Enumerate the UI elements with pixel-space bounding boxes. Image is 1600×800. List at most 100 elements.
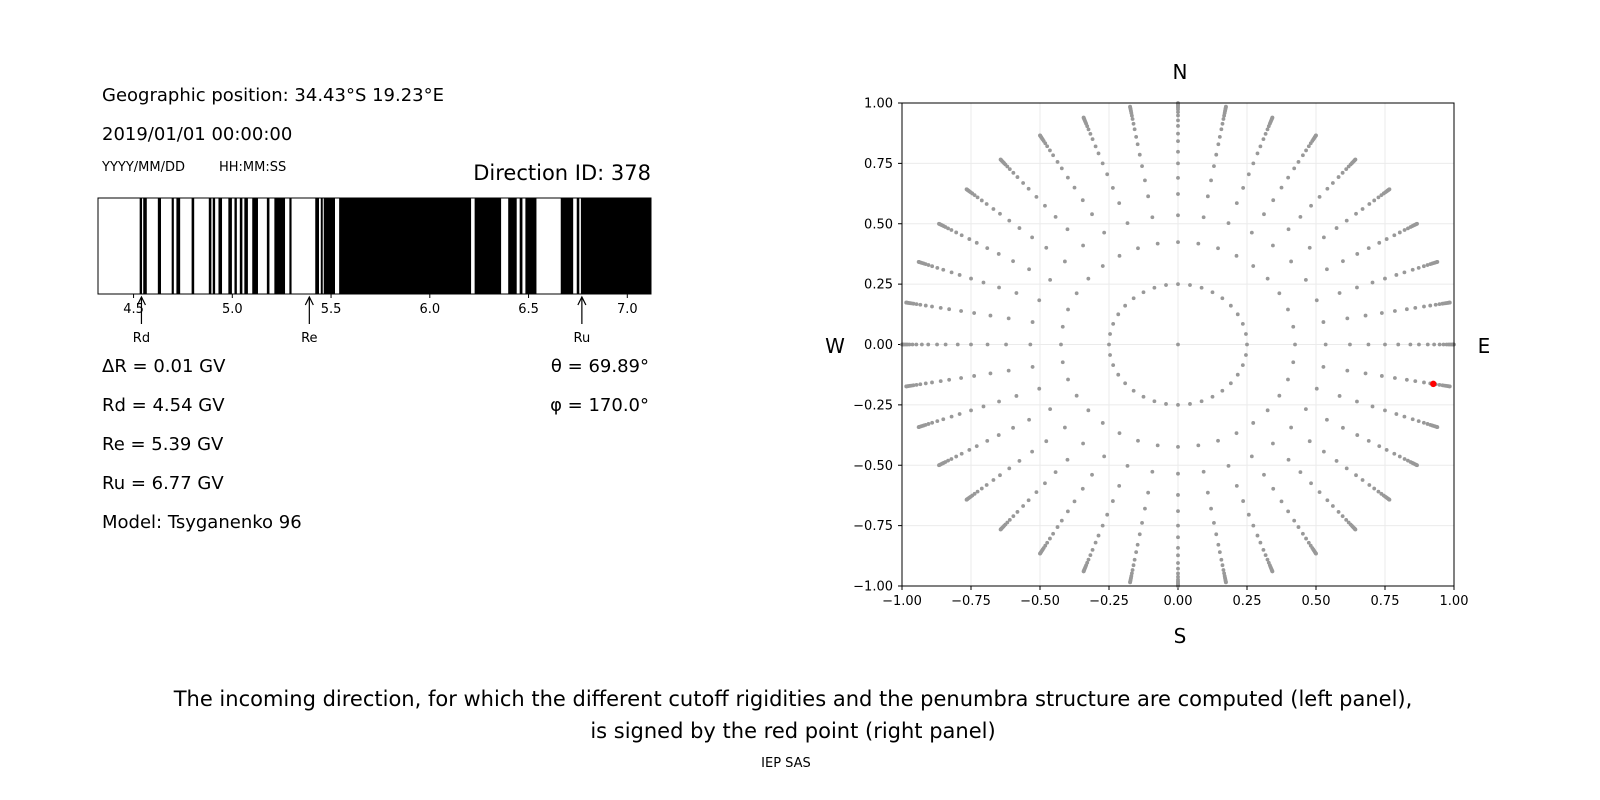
grid-point	[1053, 470, 1058, 475]
grid-point	[1176, 545, 1180, 550]
grid-point	[937, 221, 941, 226]
grid-point	[1060, 360, 1065, 365]
grid-point	[1017, 459, 1022, 463]
grid-point	[1360, 478, 1365, 482]
grid-point	[1314, 386, 1319, 391]
grid-point	[1323, 342, 1328, 347]
grid-point	[1337, 291, 1342, 295]
grid-point	[1258, 540, 1263, 545]
grid-point	[1066, 377, 1070, 382]
caption-line-2: is signed by the red point (right panel)	[590, 719, 996, 743]
grid-point	[1291, 360, 1296, 365]
grid-point	[1219, 557, 1224, 562]
grid-point	[1051, 153, 1056, 158]
grid-point	[1317, 490, 1322, 495]
grid-point	[959, 233, 964, 238]
forbidden-band	[339, 198, 472, 294]
grid-point	[979, 198, 984, 203]
grid-point	[1271, 243, 1275, 248]
grid-point	[1413, 305, 1418, 310]
forbidden-band	[157, 198, 162, 294]
grid-point	[1014, 291, 1019, 295]
grid-point	[1015, 510, 1020, 514]
grid-point	[998, 157, 1003, 162]
grid-point	[1383, 408, 1387, 413]
grid-point	[1176, 240, 1180, 245]
grid-point	[1304, 536, 1308, 541]
direction-label-south: S	[1174, 624, 1187, 648]
grid-point	[1307, 439, 1312, 444]
grid-point	[1255, 533, 1260, 538]
grid-point	[1234, 253, 1239, 258]
forbidden-band	[208, 198, 212, 294]
forbidden-band	[519, 198, 523, 294]
grid-point	[1074, 291, 1079, 296]
grid-point	[1086, 408, 1091, 413]
grid-point	[1330, 504, 1335, 508]
annotation-label-re: Re	[301, 331, 317, 346]
grid-point	[1261, 137, 1266, 142]
grid-point	[1081, 569, 1086, 574]
grid-point	[1059, 342, 1063, 347]
grid-point	[1081, 243, 1085, 248]
grid-point	[1028, 342, 1033, 347]
grid-point	[1334, 226, 1339, 230]
forbidden-band	[176, 198, 181, 294]
grid-point	[1026, 498, 1031, 503]
grid-point	[1062, 425, 1067, 430]
forbidden-band	[239, 198, 243, 294]
grid-point	[1292, 166, 1297, 171]
grid-point	[1245, 342, 1249, 347]
grid-point	[1164, 402, 1168, 406]
grid-point	[1262, 472, 1266, 477]
grid-point	[1394, 412, 1399, 416]
grid-point	[1130, 117, 1135, 121]
barcode-tick-label: 5.0	[222, 302, 243, 317]
x-tick-label: 0.25	[1233, 594, 1262, 609]
grid-point	[997, 399, 1001, 404]
grid-point	[1146, 490, 1151, 495]
grid-point	[1176, 161, 1180, 166]
grid-point	[981, 280, 986, 285]
grid-point	[1027, 267, 1031, 272]
barcode-tick-label: 6.0	[419, 302, 440, 317]
grid-point	[941, 267, 946, 272]
grid-point	[1062, 259, 1067, 264]
grid-point	[1011, 425, 1015, 430]
forbidden-band	[508, 198, 517, 294]
grid-point	[1428, 303, 1433, 308]
grid-point	[1240, 321, 1245, 326]
grid-point	[1176, 175, 1180, 180]
grid-point	[1152, 285, 1157, 290]
grid-point	[1176, 124, 1180, 128]
grid-point	[1011, 259, 1015, 264]
grid-point	[1100, 523, 1105, 528]
grid-point	[1433, 302, 1438, 307]
grid-point	[1417, 342, 1421, 347]
grid-point	[1300, 531, 1305, 536]
grid-point	[1314, 551, 1318, 556]
datetime-text: 2019/01/01 00:00:00	[102, 124, 293, 145]
grid-point	[1044, 439, 1049, 444]
grid-point	[1270, 115, 1275, 120]
grid-point	[1344, 218, 1349, 223]
grid-point	[935, 342, 939, 347]
grid-point	[1441, 342, 1446, 347]
grid-point	[937, 463, 941, 468]
grid-point	[1341, 425, 1345, 430]
grid-point	[1321, 365, 1326, 369]
grid-point	[910, 342, 915, 347]
grid-point	[1065, 457, 1070, 462]
grid-point	[1116, 312, 1121, 317]
grid-point	[1176, 282, 1180, 287]
grid-point	[1137, 532, 1142, 537]
grid-point	[1265, 127, 1270, 132]
grid-point	[1220, 121, 1225, 126]
grid-point	[1131, 388, 1136, 393]
grid-point	[1096, 151, 1101, 156]
grid-point	[1117, 483, 1122, 488]
grid-point	[1014, 394, 1019, 398]
grid-point	[1360, 207, 1365, 211]
grid-point	[1117, 253, 1122, 258]
grid-point	[972, 374, 977, 378]
